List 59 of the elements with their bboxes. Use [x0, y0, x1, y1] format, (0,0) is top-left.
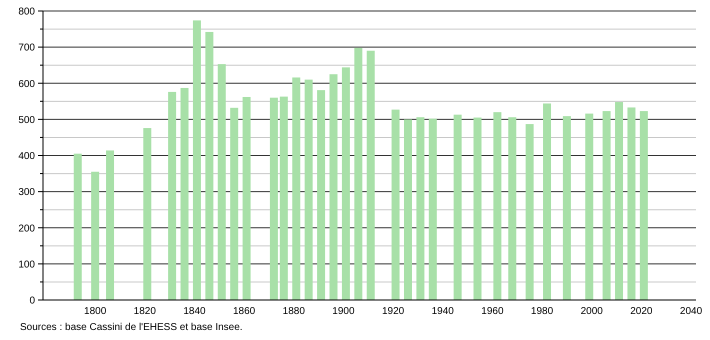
bar: [317, 90, 326, 300]
bar: [242, 96, 251, 300]
bar: [404, 119, 412, 300]
source-note: Sources : base Cassini de l'EHESS et base Insee.: [20, 322, 243, 333]
y-tick-label: 600: [18, 78, 36, 90]
bar: [392, 110, 400, 300]
bar: [74, 154, 82, 300]
bar: [330, 74, 338, 300]
bar: [627, 107, 636, 300]
bar: [416, 117, 424, 300]
bar: [526, 124, 534, 300]
bar: [91, 172, 100, 300]
bar: [292, 77, 300, 300]
bar: [192, 20, 201, 300]
x-tick-label: 1920: [382, 306, 405, 317]
bar: [205, 32, 214, 300]
bar: [143, 128, 152, 300]
bar: [428, 118, 437, 300]
bar: [615, 102, 624, 300]
bar: [280, 96, 288, 300]
y-tick-label: 300: [18, 187, 36, 198]
bar: [342, 67, 350, 300]
bar: [180, 88, 189, 300]
bar: [354, 48, 362, 300]
y-tick-label: 500: [18, 114, 36, 126]
bar: [474, 118, 482, 300]
y-tick-label: 400: [18, 151, 36, 162]
y-tick-label: 0: [29, 296, 36, 306]
y-tick-label: 100: [18, 259, 36, 270]
y-tick-label: 200: [18, 223, 36, 234]
bar: [602, 111, 611, 300]
x-tick-label: 2020: [630, 306, 653, 317]
bar: [304, 80, 313, 300]
x-tick-label: 1960: [481, 306, 504, 317]
x-tick-label: 1940: [432, 306, 454, 317]
bar: [270, 98, 278, 300]
x-tick-label: 1980: [530, 306, 554, 317]
y-tick-label: 700: [18, 42, 36, 54]
bar: [640, 111, 648, 300]
bar: [493, 112, 502, 300]
x-tick-label: 1800: [84, 306, 107, 317]
bar: [454, 114, 462, 300]
x-tick-label: 1840: [183, 306, 206, 317]
x-tick-label: 2000: [580, 306, 604, 317]
x-tick-label: 1900: [332, 306, 355, 317]
y-tick-label: 800: [18, 6, 36, 18]
bar: [230, 108, 238, 300]
bar: [543, 103, 552, 300]
bar: [508, 117, 516, 300]
bar: [168, 92, 176, 300]
bar: [562, 116, 571, 300]
x-tick-label: 2040: [680, 306, 703, 317]
x-tick-label: 1860: [232, 306, 256, 317]
x-tick-label: 1820: [134, 306, 156, 317]
bar: [585, 114, 594, 300]
bar: [106, 150, 114, 300]
bar: [366, 50, 375, 300]
bar: [218, 64, 226, 300]
x-tick-label: 1880: [282, 306, 306, 317]
